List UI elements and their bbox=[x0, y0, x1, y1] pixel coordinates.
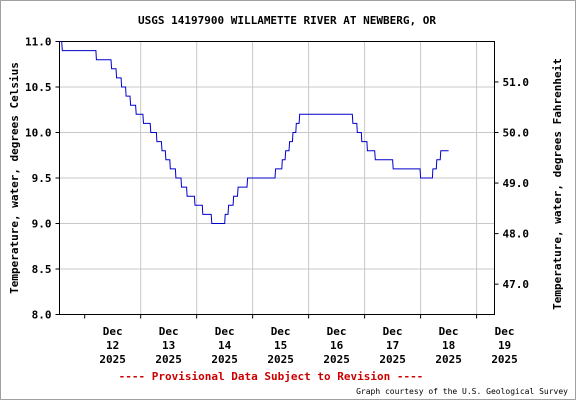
y-tick-label-left: 11.0 bbox=[25, 36, 52, 49]
y-axis-label-left: Temperature, water, degrees Celsius bbox=[8, 62, 21, 294]
y-tick-label-left: 10.0 bbox=[25, 127, 52, 140]
x-tick-label-day: 14 bbox=[218, 339, 232, 352]
y-axis-left: 8.0 8.5 9.0 9.5 10.0 10.5 11.0 bbox=[25, 36, 60, 322]
x-tick-label-day: 15 bbox=[274, 339, 287, 352]
graph-credit: Graph courtesy of the U.S. Geological Su… bbox=[356, 387, 568, 396]
x-tick-label-month: Dec bbox=[103, 325, 123, 338]
x-tick-label-year: 2025 bbox=[155, 353, 182, 366]
x-tick-label-year: 2025 bbox=[435, 353, 462, 366]
y-tick-label-left: 9.0 bbox=[32, 218, 52, 231]
x-tick-label-month: Dec bbox=[215, 325, 235, 338]
x-tick-label-month: Dec bbox=[271, 325, 291, 338]
series-line-water-temperature bbox=[59, 41, 449, 224]
y-tick-label-left: 9.5 bbox=[32, 172, 52, 185]
y-tick-label-right: 50.0 bbox=[503, 127, 530, 140]
x-tick-label-year: 2025 bbox=[491, 353, 518, 366]
x-tick-label-year: 2025 bbox=[267, 353, 294, 366]
x-tick-label-day: 18 bbox=[442, 339, 455, 352]
y-tick-label-right: 47.0 bbox=[503, 278, 530, 291]
y-tick-label-right: 48.0 bbox=[503, 228, 530, 241]
chart-title: USGS 14197900 WILLAMETTE RIVER AT NEWBER… bbox=[138, 14, 436, 27]
x-tick-label-month: Dec bbox=[159, 325, 179, 338]
x-tick-label-month: Dec bbox=[327, 325, 347, 338]
x-tick-label-year: 2025 bbox=[379, 353, 406, 366]
provisional-data-notice: ---- Provisional Data Subject to Revisio… bbox=[119, 370, 424, 383]
y-tick-label-right: 51.0 bbox=[503, 76, 530, 89]
y-tick-label-left: 8.5 bbox=[32, 263, 52, 276]
y-tick-label-left: 8.0 bbox=[32, 309, 52, 322]
x-axis: Dec122025Dec132025Dec142025Dec152025Dec1… bbox=[84, 314, 518, 366]
x-tick-label-day: 19 bbox=[498, 339, 511, 352]
x-tick-label-month: Dec bbox=[495, 325, 515, 338]
x-tick-label-year: 2025 bbox=[99, 353, 126, 366]
x-tick-label-year: 2025 bbox=[211, 353, 238, 366]
x-tick-label-day: 16 bbox=[330, 339, 344, 352]
x-tick-label-month: Dec bbox=[439, 325, 459, 338]
x-tick-label-day: 12 bbox=[106, 339, 119, 352]
y-tick-label-left: 10.5 bbox=[25, 81, 52, 94]
x-tick-label-day: 17 bbox=[386, 339, 399, 352]
y-axis-right: 47.0 48.0 49.0 50.0 51.0 bbox=[494, 76, 530, 291]
x-tick-label-day: 13 bbox=[162, 339, 175, 352]
x-tick-label-month: Dec bbox=[383, 325, 403, 338]
y-axis-label-right: Temperature, water, degrees Fahrenheit bbox=[551, 58, 564, 310]
y-tick-label-right: 49.0 bbox=[503, 177, 530, 190]
x-tick-label-year: 2025 bbox=[323, 353, 350, 366]
